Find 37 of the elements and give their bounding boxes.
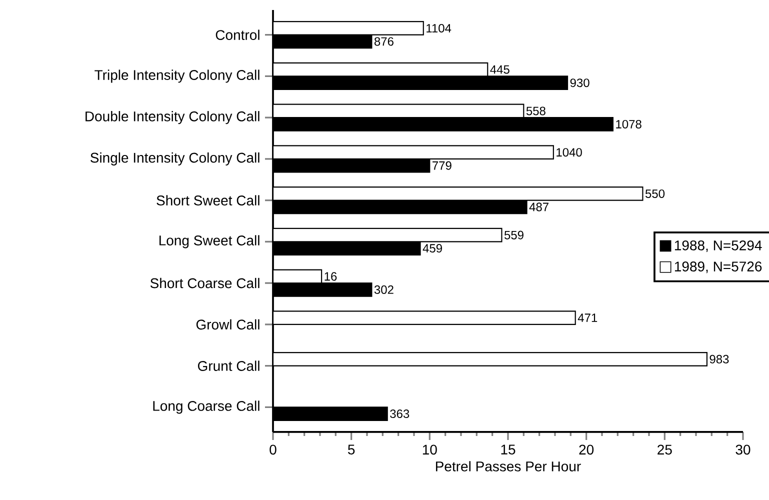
y-tick-label: Single Intensity Colony Call bbox=[90, 152, 260, 166]
annotation: 16 bbox=[324, 272, 337, 281]
annotation: 363 bbox=[390, 410, 410, 418]
annotation: 459 bbox=[422, 244, 442, 253]
y-tick-label: Long Sweet Call bbox=[159, 235, 260, 248]
annotation: 930 bbox=[570, 78, 590, 88]
annotation: 558 bbox=[526, 106, 546, 116]
y-tick-label: Short Sweet Call bbox=[156, 195, 260, 206]
y-tick-label: Long Coarse Call bbox=[153, 400, 260, 414]
annotation: 779 bbox=[432, 161, 452, 170]
annotation: 471 bbox=[578, 314, 598, 322]
annotation: 1078 bbox=[616, 120, 642, 128]
x-tick-label: 15 bbox=[501, 444, 516, 454]
annotation: 302 bbox=[374, 285, 394, 294]
annotation: 487 bbox=[529, 202, 548, 212]
x-tick-label: 5 bbox=[348, 444, 355, 454]
annotation: 445 bbox=[490, 65, 510, 74]
y-tick-label: Control bbox=[216, 30, 260, 40]
annotation: 559 bbox=[504, 230, 524, 240]
x-tick-label: 10 bbox=[422, 444, 437, 455]
y-tick-label: Growl Call bbox=[196, 319, 260, 330]
annotation: 1040 bbox=[556, 148, 582, 157]
annotation: 876 bbox=[374, 37, 394, 46]
y-tick-label: Double Intensity Colony Call bbox=[86, 111, 260, 124]
x-tick-label: 30 bbox=[736, 444, 750, 455]
x-axis-title: Petrel Passes Per Hour bbox=[436, 461, 581, 472]
legend-label: 1988, N=5294 bbox=[674, 240, 762, 252]
annotation: 1104 bbox=[426, 24, 452, 32]
y-tick-label: Short Coarse Call bbox=[150, 278, 260, 288]
x-tick-label: 0 bbox=[270, 444, 276, 455]
annotation: 550 bbox=[645, 189, 665, 198]
x-tick-label: 20 bbox=[579, 444, 594, 455]
legend-label: 1989, N=5726 bbox=[674, 262, 762, 274]
y-tick-label: Triple Intensity Colony Call bbox=[94, 70, 260, 83]
y-tick-label: Grunt Call bbox=[198, 360, 260, 371]
x-tick-label: 25 bbox=[658, 444, 672, 455]
annotation: 983 bbox=[710, 354, 729, 364]
